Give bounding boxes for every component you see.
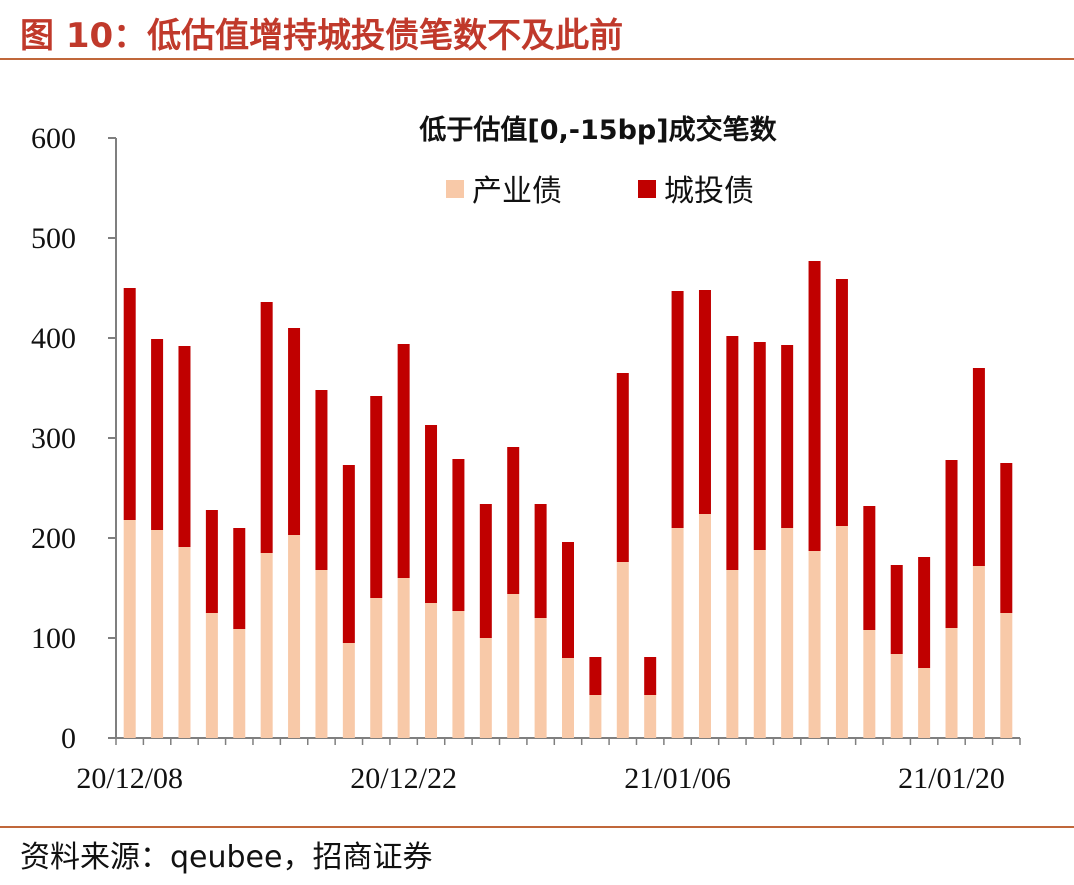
bar-segment-chengtou [315, 390, 328, 570]
bar-segment-chengtou [644, 657, 657, 695]
legend: 产业债 城投债 [446, 174, 754, 209]
bar-segment-chengtou [288, 328, 301, 535]
bar-segment-chengtou [452, 459, 465, 611]
x-tick-label: 21/01/06 [624, 762, 731, 795]
bar-segment-industrial [918, 668, 931, 738]
bar-segment-industrial [945, 628, 958, 738]
bar-segment-chengtou [479, 504, 492, 638]
bar-segment-chengtou [233, 528, 246, 629]
bar-segment-chengtou [260, 302, 273, 553]
bar-segment-industrial [671, 528, 684, 738]
y-tick-label: 200 [31, 522, 76, 555]
bar-segment-chengtou [972, 368, 985, 566]
bar-segment-chengtou [918, 557, 931, 668]
stacked-bar-chart: 低于估值[0,-15bp]成交笔数 产业债 城投债 0 100 200 300 400 50… [31, 114, 1021, 795]
legend-swatch [446, 180, 464, 198]
bar-segment-industrial [507, 594, 520, 738]
bar-segment-industrial [534, 618, 547, 738]
bar-segment-chengtou [397, 344, 410, 578]
bar-segment-industrial [452, 611, 465, 738]
bar-segment-industrial [726, 570, 739, 738]
bar-segment-industrial [863, 630, 876, 738]
bar-segment-chengtou [534, 504, 547, 618]
bar-segment-industrial [178, 547, 191, 738]
bars [123, 261, 1013, 738]
bar-segment-chengtou [698, 290, 711, 514]
legend-label: 城投债 [664, 174, 754, 209]
bar-segment-industrial [890, 654, 903, 738]
bar-segment-industrial [808, 551, 821, 738]
bar-segment-chengtou [753, 342, 766, 550]
bar-segment-chengtou [507, 447, 520, 594]
bar-segment-industrial [479, 638, 492, 738]
bar-segment-industrial [205, 613, 218, 738]
bar-segment-chengtou [370, 396, 383, 598]
bar-segment-industrial [972, 566, 985, 738]
bar-segment-chengtou [726, 336, 739, 570]
bar-segment-chengtou [808, 261, 821, 551]
bar-segment-chengtou [151, 339, 164, 530]
chart-title: 低于估值[0,-15bp]成交笔数 [418, 114, 777, 146]
bar-segment-chengtou [205, 510, 218, 613]
bar-segment-chengtou [863, 506, 876, 630]
bar-segment-industrial [698, 514, 711, 738]
bar-segment-chengtou [425, 425, 438, 603]
x-tick-label: 21/01/20 [898, 762, 1005, 795]
top-divider [0, 58, 1074, 60]
bar-segment-chengtou [890, 565, 903, 654]
bar-segment-industrial [315, 570, 328, 738]
bar-segment-chengtou [589, 657, 602, 695]
bottom-divider [0, 826, 1074, 828]
bar-segment-industrial [616, 562, 629, 738]
bar-segment-chengtou [945, 460, 958, 628]
bar-segment-industrial [342, 643, 355, 738]
y-tick-label: 0 [61, 722, 76, 755]
bar-segment-chengtou [781, 345, 794, 528]
source-note: 资料来源：qeubee，招商证券 [20, 840, 433, 875]
bar-segment-chengtou [616, 373, 629, 562]
bar-segment-industrial [288, 535, 301, 738]
x-axis: 20/12/08 20/12/22 21/01/06 21/01/20 [76, 737, 1021, 795]
y-tick-label: 300 [31, 422, 76, 455]
bar-segment-industrial [781, 528, 794, 738]
bar-segment-industrial [589, 695, 602, 738]
bar-segment-chengtou [123, 288, 136, 520]
bar-segment-chengtou [178, 346, 191, 547]
bar-segment-industrial [753, 550, 766, 738]
bar-segment-chengtou [562, 542, 574, 658]
bar-segment-chengtou [1000, 463, 1013, 613]
bar-segment-industrial [151, 530, 164, 738]
bar-segment-industrial [1000, 613, 1013, 738]
bar-segment-industrial [370, 598, 383, 738]
x-tick-label: 20/12/08 [76, 762, 183, 795]
legend-label: 产业债 [472, 174, 562, 209]
figure-title: 图 10：低估值增持城投债笔数不及此前 [20, 16, 624, 56]
bar-segment-industrial [644, 695, 657, 738]
bar-segment-industrial [233, 629, 246, 738]
bar-segment-industrial [260, 553, 273, 738]
y-tick-label: 100 [31, 622, 76, 655]
bar-segment-industrial [835, 526, 848, 738]
legend-swatch [638, 180, 656, 198]
y-tick-label: 500 [31, 222, 76, 255]
x-tick-label: 20/12/22 [350, 762, 457, 795]
bar-segment-industrial [562, 658, 574, 738]
bar-segment-industrial [123, 520, 136, 738]
bar-segment-industrial [397, 578, 410, 738]
bar-segment-industrial [425, 603, 438, 738]
bar-segment-chengtou [671, 291, 684, 528]
y-tick-label: 400 [31, 322, 76, 355]
y-axis: 0 100 200 300 400 500 600 [31, 122, 117, 755]
bar-segment-chengtou [835, 279, 848, 526]
bar-segment-chengtou [342, 465, 355, 643]
y-tick-label: 600 [31, 122, 76, 155]
